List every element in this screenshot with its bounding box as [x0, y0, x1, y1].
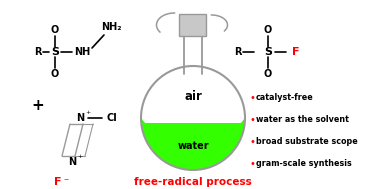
- Text: F: F: [292, 47, 300, 57]
- Polygon shape: [141, 118, 245, 170]
- Text: •: •: [250, 93, 256, 103]
- Text: water: water: [177, 141, 209, 151]
- Text: NH: NH: [74, 47, 90, 57]
- Text: +: +: [77, 153, 83, 159]
- Text: broad substrate scope: broad substrate scope: [256, 138, 358, 146]
- Text: •: •: [250, 115, 256, 125]
- Text: S: S: [51, 47, 59, 57]
- Text: F: F: [54, 177, 62, 187]
- Text: •: •: [250, 159, 256, 169]
- Text: air: air: [184, 90, 202, 102]
- Text: O: O: [264, 69, 272, 79]
- Text: +: +: [85, 109, 91, 115]
- Text: N: N: [68, 157, 76, 167]
- Text: O: O: [51, 69, 59, 79]
- Text: S: S: [264, 47, 272, 57]
- Text: +: +: [32, 98, 45, 112]
- Text: O: O: [264, 25, 272, 35]
- Text: NH₂: NH₂: [101, 22, 121, 32]
- Text: •: •: [250, 137, 256, 147]
- Text: catalyst-free: catalyst-free: [256, 94, 314, 102]
- Text: O: O: [51, 25, 59, 35]
- Text: gram-scale synthesis: gram-scale synthesis: [256, 160, 352, 169]
- Text: water as the solvent: water as the solvent: [256, 115, 349, 125]
- Text: N: N: [76, 113, 84, 123]
- Text: R: R: [234, 47, 242, 57]
- Text: R: R: [34, 47, 42, 57]
- Text: −: −: [63, 177, 68, 181]
- FancyBboxPatch shape: [180, 14, 206, 36]
- Text: Cl: Cl: [107, 113, 117, 123]
- Text: free-radical process: free-radical process: [134, 177, 252, 187]
